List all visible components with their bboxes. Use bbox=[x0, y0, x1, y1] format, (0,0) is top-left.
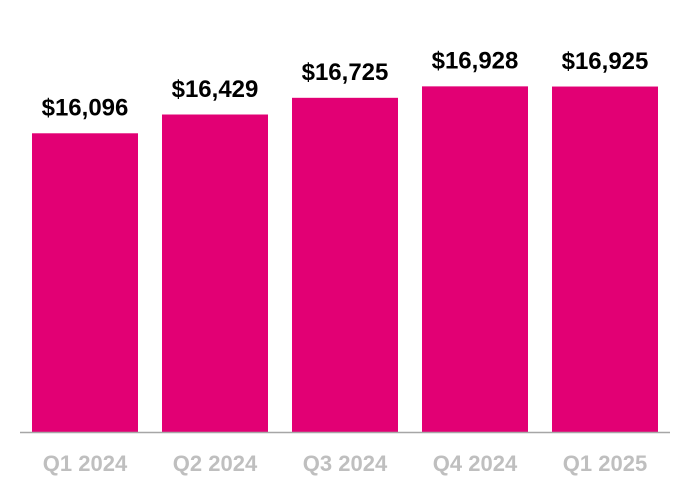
value-label: $16,096 bbox=[42, 95, 129, 122]
bar bbox=[32, 133, 138, 433]
x-tick-label: Q3 2024 bbox=[303, 451, 388, 476]
x-tick-label: Q4 2024 bbox=[433, 451, 518, 476]
bar bbox=[552, 86, 658, 432]
bar bbox=[292, 97, 398, 432]
x-tick-label: Q1 2024 bbox=[43, 451, 128, 476]
bar bbox=[162, 114, 268, 432]
x-tick-label: Q1 2025 bbox=[563, 451, 647, 476]
x-tick-label: Q2 2024 bbox=[173, 451, 258, 476]
value-label: $16,429 bbox=[172, 76, 259, 103]
bar bbox=[422, 86, 528, 433]
value-label: $16,928 bbox=[432, 48, 519, 75]
value-label: $16,725 bbox=[302, 59, 389, 86]
value-label: $16,925 bbox=[562, 48, 649, 75]
